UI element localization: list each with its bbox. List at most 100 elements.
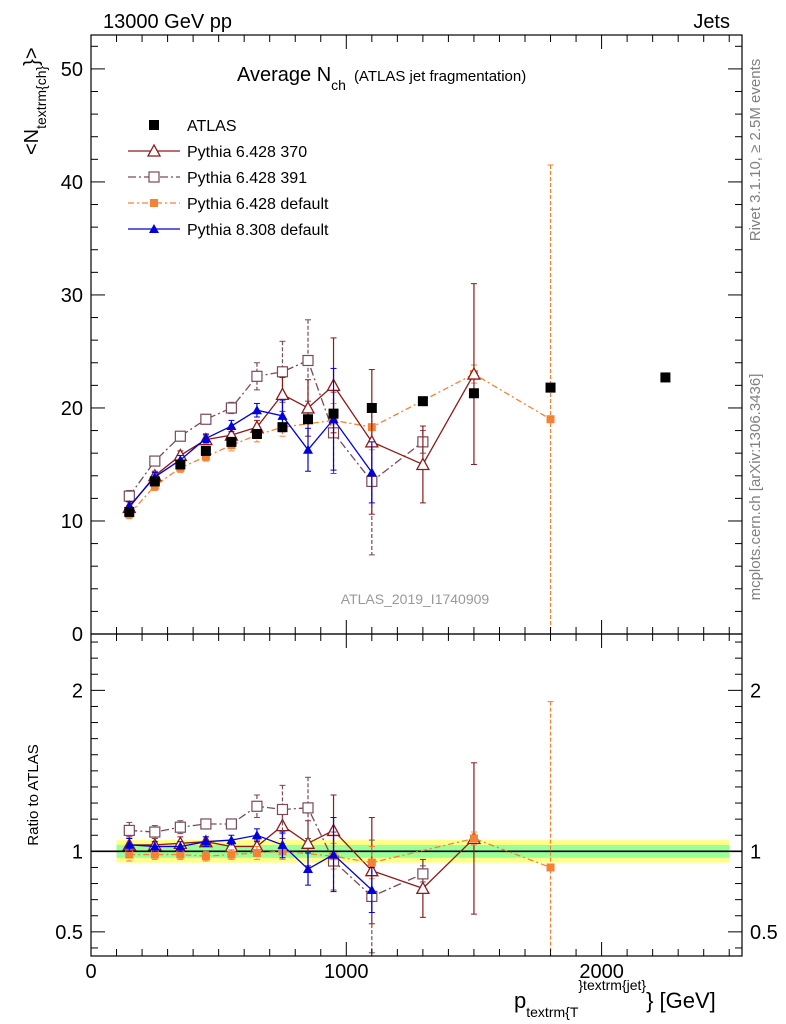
- data-marker: [200, 818, 212, 830]
- data-marker: [366, 467, 377, 477]
- data-marker: [277, 422, 288, 433]
- data-marker: [200, 413, 212, 425]
- data-marker: [328, 849, 339, 859]
- data-marker: [175, 459, 186, 470]
- legend-label: Pythia 6.428 default: [187, 196, 329, 213]
- data-marker: [277, 839, 288, 849]
- data-marker: [226, 835, 237, 845]
- data-marker: [175, 841, 186, 851]
- ratio-line: [129, 824, 475, 890]
- data-marker: [660, 372, 671, 383]
- plot-title: Average Nch (ATLAS jet fragmentation): [237, 64, 526, 93]
- x-tick-label: 0: [85, 961, 96, 983]
- data-marker: [328, 408, 339, 419]
- data-marker: [468, 388, 479, 399]
- legend-entry-p8def: Pythia 8.308 default: [128, 222, 329, 239]
- data-marker: [150, 850, 159, 859]
- data-marker: [176, 850, 185, 859]
- data-marker: [123, 824, 135, 837]
- ratio-tick-label-right: 0.5: [750, 922, 778, 944]
- reference-band: [91, 840, 742, 863]
- legend-entry-p370: Pythia 6.428 370: [128, 143, 307, 161]
- ratio-series-p6def: [125, 701, 555, 957]
- y-tick-label: 0: [72, 624, 83, 646]
- data-marker: [251, 370, 263, 382]
- data-marker: [302, 802, 314, 814]
- y-tick-label: 10: [61, 511, 83, 533]
- data-marker: [469, 834, 478, 843]
- main-series-group: [122, 164, 671, 635]
- data-marker: [124, 839, 135, 849]
- legend-label: ATLAS: [187, 118, 237, 135]
- data-marker: [149, 224, 159, 233]
- side-label-top: Rivet 3.1.10, ≥ 2.5M events: [747, 59, 764, 242]
- data-marker: [225, 402, 238, 414]
- ratio-panel-frame: [90, 633, 743, 957]
- data-marker: [201, 852, 210, 861]
- side-label-bottom: mcplots.cern.ch [arXiv:1306.3436]: [747, 374, 764, 601]
- series-p391: [123, 319, 429, 556]
- data-marker: [303, 414, 313, 425]
- data-marker: [200, 836, 211, 846]
- data-marker: [328, 414, 339, 424]
- data-marker: [415, 881, 430, 895]
- data-marker: [200, 433, 211, 443]
- legend-label: Pythia 6.428 391: [187, 170, 307, 187]
- data-marker: [300, 400, 316, 414]
- ratio-series-group: [122, 701, 555, 957]
- data-marker: [149, 841, 160, 851]
- data-marker: [226, 421, 237, 431]
- ratio-tick-label-right: 1: [750, 841, 761, 863]
- data-marker: [251, 405, 262, 415]
- data-marker: [124, 506, 135, 517]
- data-marker: [200, 445, 211, 456]
- legend-label: Pythia 8.308 default: [187, 222, 329, 239]
- data-marker: [545, 382, 556, 393]
- data-marker: [303, 444, 313, 454]
- y-tick-label: 20: [61, 398, 83, 420]
- series-line: [128, 409, 373, 507]
- series-ATLAS: [124, 372, 671, 517]
- ratio-series-p8def: [124, 817, 377, 914]
- data-marker: [546, 863, 555, 872]
- y-axis-label: <Ntextrm{ch}}>: [21, 47, 49, 155]
- legend-entry-p391: Pythia 6.428 391: [128, 170, 307, 187]
- data-marker: [149, 826, 161, 838]
- x-tick-label: 1000: [324, 961, 369, 983]
- data-marker: [366, 884, 377, 894]
- data-marker: [276, 803, 289, 816]
- data-marker: [174, 430, 186, 442]
- data-marker: [227, 850, 236, 859]
- y-tick-label: 50: [61, 59, 83, 81]
- ratio-line: [129, 834, 373, 891]
- data-marker: [146, 143, 162, 157]
- data-marker: [367, 858, 376, 867]
- data-marker: [201, 452, 210, 461]
- data-marker: [125, 850, 134, 859]
- data-marker: [251, 428, 262, 439]
- ratio-series-p391: [123, 776, 429, 954]
- data-marker: [415, 457, 430, 471]
- data-marker: [277, 410, 288, 420]
- y-tick-label: 30: [61, 285, 83, 307]
- series-line: [128, 373, 551, 515]
- data-marker: [546, 415, 555, 424]
- data-marker: [276, 366, 289, 378]
- data-marker: [226, 436, 237, 447]
- data-marker: [252, 848, 261, 857]
- data-marker: [300, 835, 316, 849]
- data-marker: [150, 199, 158, 207]
- header-left: 13000 GeV pp: [103, 11, 232, 33]
- legend-entry-p6def: Pythia 6.428 default: [128, 196, 329, 213]
- data-marker: [123, 490, 135, 502]
- legend-label: Pythia 6.428 370: [187, 144, 307, 161]
- x-tick-label: 2000: [579, 961, 624, 983]
- data-marker: [149, 476, 160, 487]
- data-marker: [148, 171, 160, 183]
- data-marker: [275, 387, 290, 401]
- legend: ATLAS Pythia 6.428 370 Pythia 6.428 391 Pyt…: [128, 118, 329, 239]
- data-marker: [225, 818, 238, 830]
- data-marker: [303, 864, 313, 874]
- data-marker: [174, 821, 186, 833]
